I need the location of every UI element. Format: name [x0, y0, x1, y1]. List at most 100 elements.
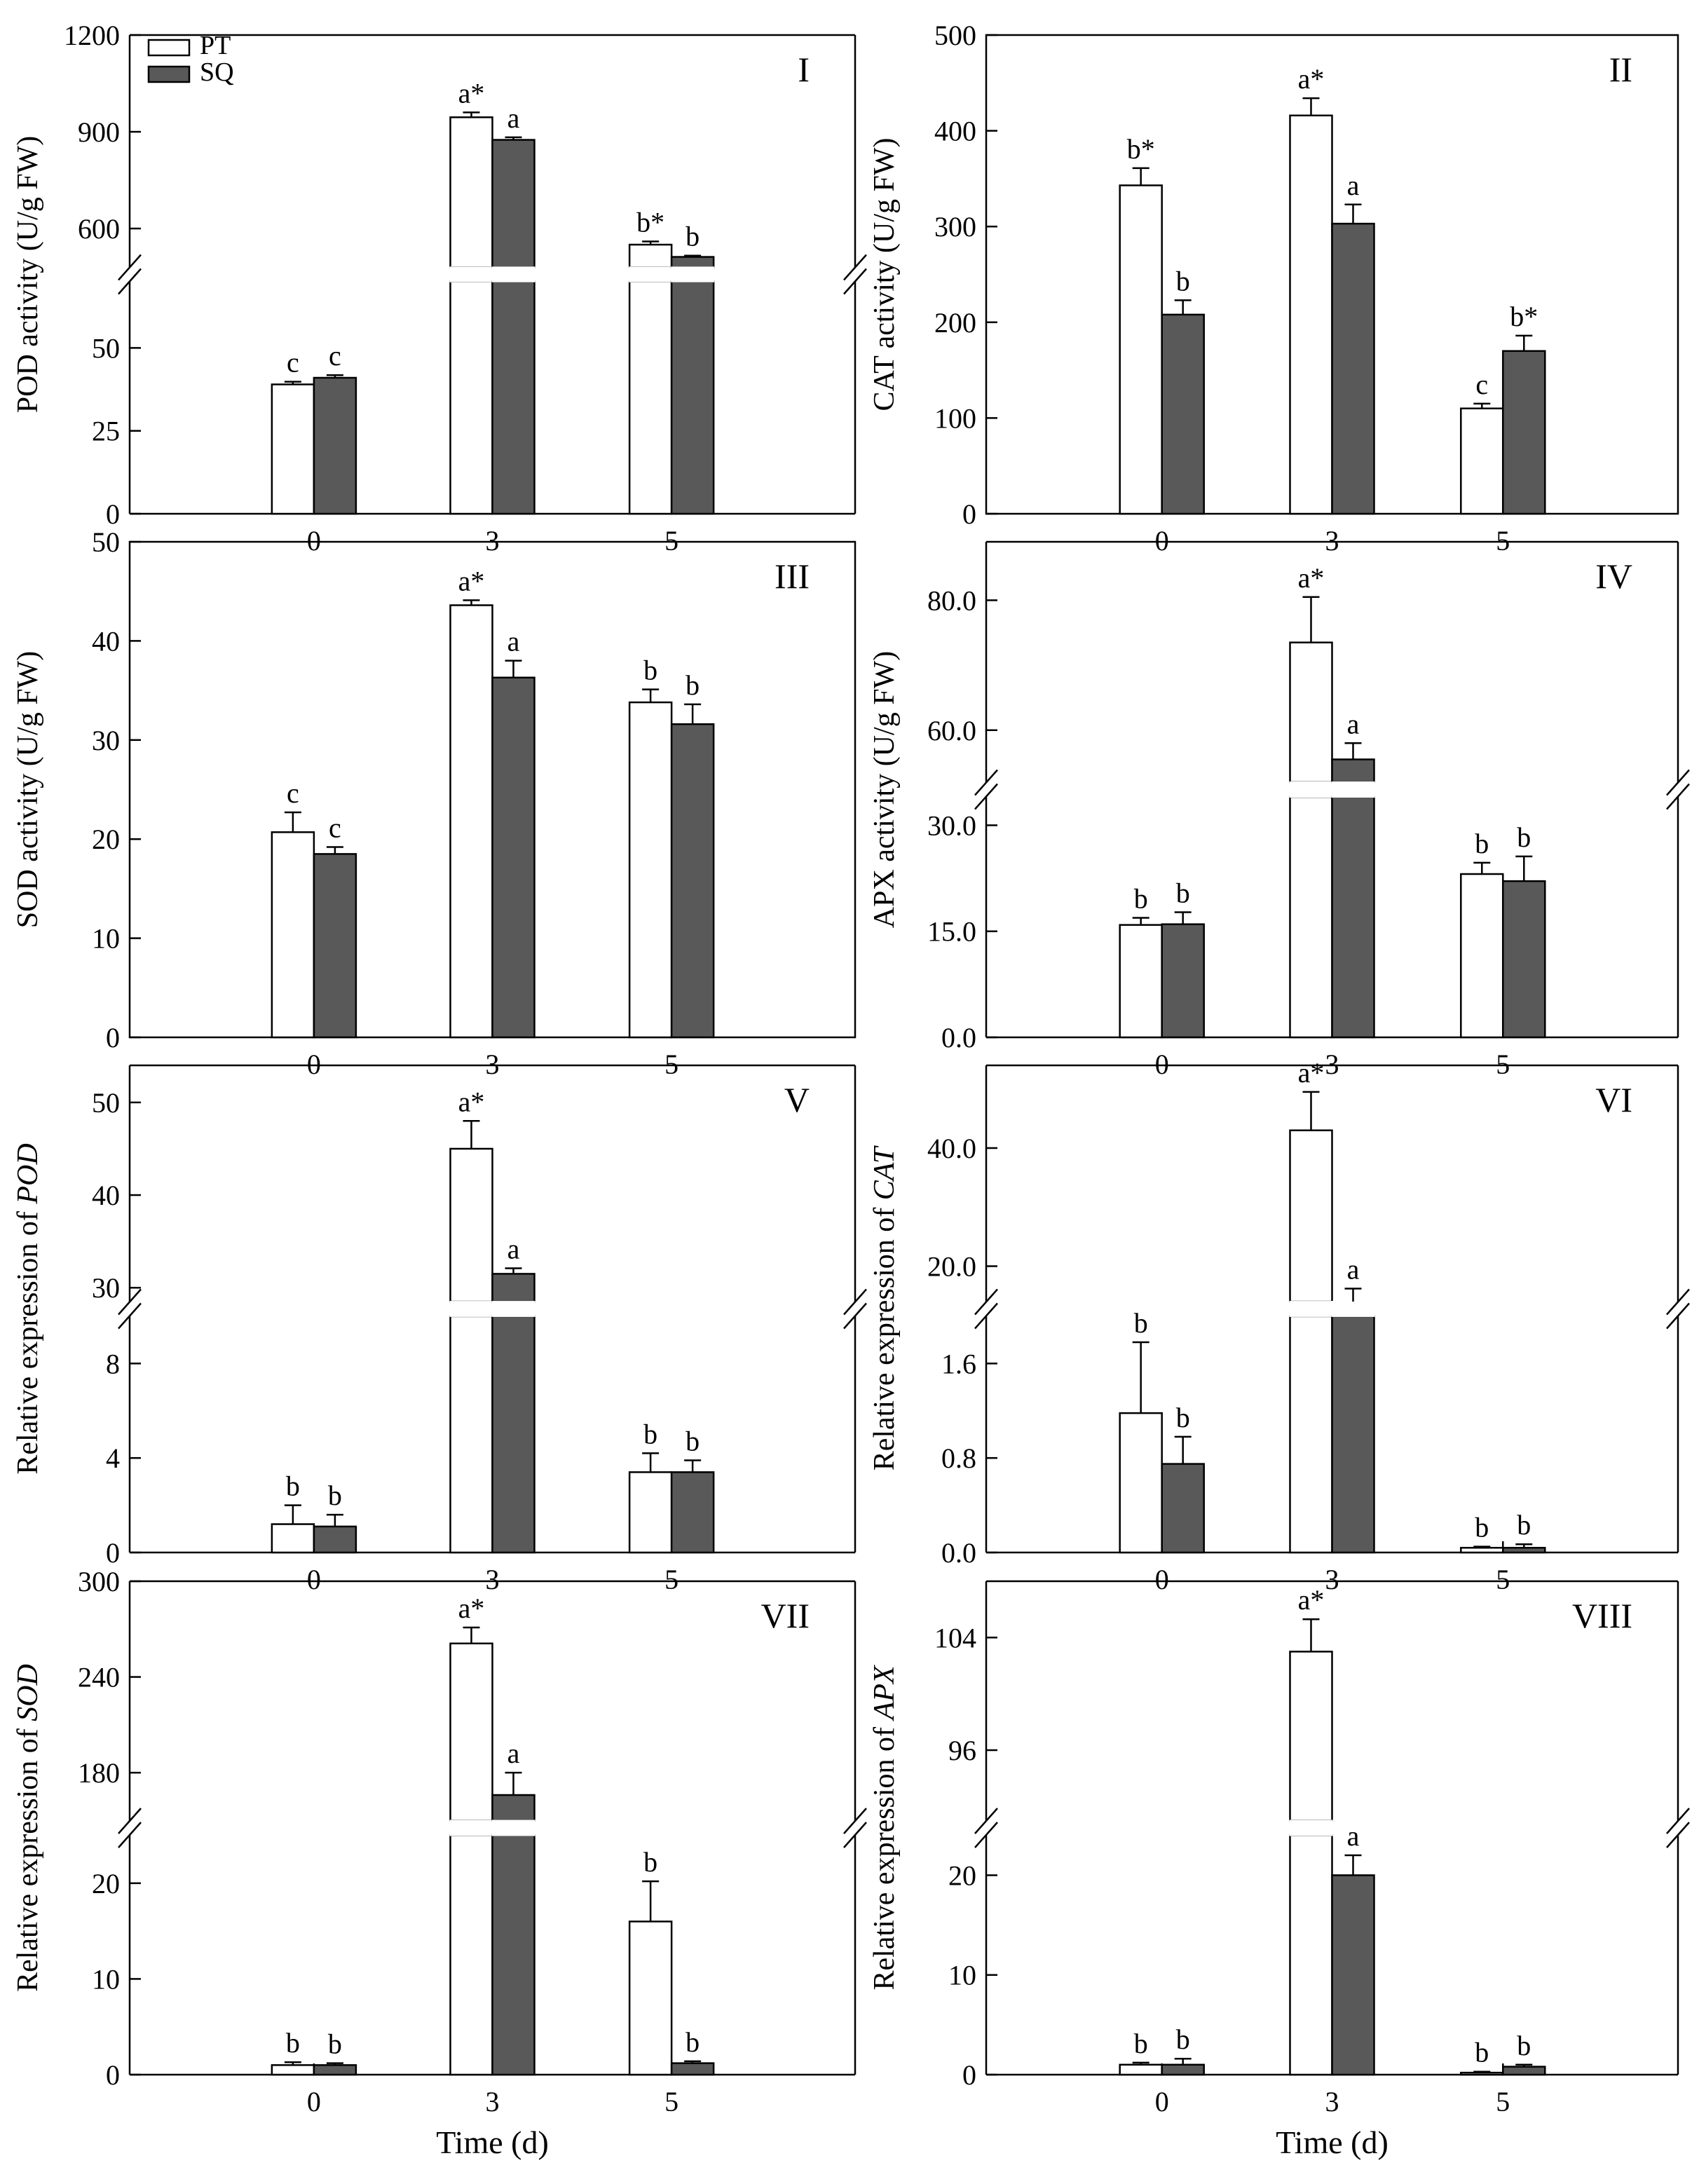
break-mark-right — [843, 254, 867, 281]
bar-break-gap — [671, 266, 715, 282]
y-axis-label-text: Relative expression of — [868, 1200, 901, 1470]
significance-label: b — [1176, 877, 1190, 908]
significance-label: b — [685, 1426, 700, 1457]
x-tick-label: 5 — [664, 2086, 678, 2117]
x-tick-label: 3 — [1325, 525, 1339, 557]
significance-label: b — [1517, 2030, 1531, 2061]
y-tick-label: 100 — [934, 402, 976, 434]
x-tick-label: 0 — [307, 1049, 321, 1080]
significance-label: b — [1176, 265, 1190, 296]
bar-PT — [1289, 1129, 1333, 1303]
bar-SQ — [1502, 880, 1546, 1039]
significance-label: a* — [458, 1086, 485, 1117]
significance-label: a — [1347, 1820, 1360, 1852]
y-tick-label: 104 — [934, 1622, 976, 1653]
break-mark-right — [1666, 769, 1690, 796]
y-tick-label: 20 — [92, 1868, 120, 1899]
break-mark-left — [974, 1822, 998, 1848]
bar-PT — [1119, 1412, 1163, 1554]
x-tick-label: 5 — [664, 525, 678, 557]
significance-label: b — [286, 2027, 300, 2059]
legend-label: SQ — [200, 57, 234, 87]
bar-break-gap — [449, 1301, 493, 1317]
bar-break-gap — [449, 1820, 493, 1836]
bar-SQ — [1502, 350, 1546, 515]
legend-swatch-SQ — [147, 65, 191, 83]
break-mark-left — [974, 1288, 998, 1316]
bar-SQ — [313, 853, 357, 1039]
bar-SQ — [1161, 923, 1205, 1039]
significance-label: a — [507, 1233, 520, 1264]
bar-SQ — [491, 676, 535, 1039]
y-tick-label: 0 — [106, 498, 120, 530]
significance-label: a* — [1298, 1057, 1325, 1088]
panel-label: VII — [761, 1596, 810, 1635]
significance-label: b — [1134, 1307, 1148, 1339]
bar-break-gap — [491, 266, 535, 282]
x-tick-label: 5 — [1496, 525, 1510, 557]
y-tick-label: 0 — [106, 2059, 120, 2091]
y-tick-label: 30 — [92, 725, 120, 756]
bar-SQ — [1331, 758, 1375, 784]
significance-label: a — [507, 102, 520, 134]
significance-label: b* — [1510, 301, 1538, 332]
x-tick-label: 0 — [307, 1564, 321, 1595]
break-mark-right — [1666, 783, 1690, 810]
break-mark-left — [118, 1288, 142, 1316]
bar-SQ — [1161, 313, 1205, 515]
x-tick-label: 0 — [307, 525, 321, 557]
bar-SQ — [491, 139, 535, 268]
bar-SQ — [1331, 1874, 1375, 2076]
break-mark-right — [843, 1302, 867, 1330]
bar-PT — [449, 1642, 493, 1822]
bar-PT — [271, 2064, 315, 2076]
y-tick-label: 400 — [934, 116, 976, 147]
break-mark-right — [843, 1822, 867, 1848]
bar-SQ — [1161, 2063, 1205, 2076]
bar-SQ — [1331, 796, 1375, 1039]
bar-PT — [1289, 1834, 1333, 2076]
y-tick-label: 1200 — [64, 20, 120, 51]
break-mark-left — [118, 254, 142, 281]
panel-I: 0 25 50 600 900 1200 0 3 5 c a* b* c a b I POD activity … — [12, 20, 867, 557]
bar-break-gap — [1331, 781, 1375, 798]
significance-label: a* — [458, 1592, 485, 1624]
y-axis-label-gene: APX — [868, 1664, 901, 1721]
x-tick-label: 3 — [486, 2086, 500, 2117]
bar-PT — [1460, 1547, 1504, 1554]
x-axis-title: Time (d) — [1276, 2124, 1388, 2160]
y-tick-label: 30 — [92, 1272, 120, 1304]
y-tick-label: 10 — [948, 1960, 976, 1991]
y-axis-label: Relative expression of CAT — [868, 1145, 901, 1470]
y-tick-label: 10 — [92, 923, 120, 955]
bar-SQ — [1502, 2066, 1546, 2076]
y-tick-label: 50 — [92, 1087, 120, 1119]
y-tick-label: 180 — [78, 1757, 120, 1789]
significance-label: a* — [1298, 562, 1325, 594]
significance-label: b — [1176, 1402, 1190, 1433]
significance-label: b — [643, 655, 657, 686]
bar-SQ — [491, 1834, 535, 2076]
significance-label: c — [287, 777, 299, 809]
x-tick-label: 5 — [1496, 1049, 1510, 1080]
bar-SQ — [1331, 222, 1375, 515]
y-tick-label: 40.0 — [927, 1133, 976, 1164]
break-mark-right — [1666, 1822, 1690, 1848]
panel-label: III — [775, 557, 810, 596]
y-axis-label: APX activity (U/g FW) — [868, 651, 901, 928]
bar-PT — [1289, 1315, 1333, 1554]
y-tick-label: 0 — [962, 498, 976, 530]
y-tick-label: 96 — [948, 1735, 976, 1766]
bar-SQ — [491, 1273, 535, 1303]
bar-PT — [1119, 924, 1163, 1039]
bar-SQ — [1331, 1315, 1375, 1554]
y-tick-label: 40 — [92, 625, 120, 657]
x-tick-label: 0 — [1155, 2086, 1169, 2117]
y-tick-label: 200 — [934, 307, 976, 339]
bar-SQ — [670, 1471, 715, 1554]
